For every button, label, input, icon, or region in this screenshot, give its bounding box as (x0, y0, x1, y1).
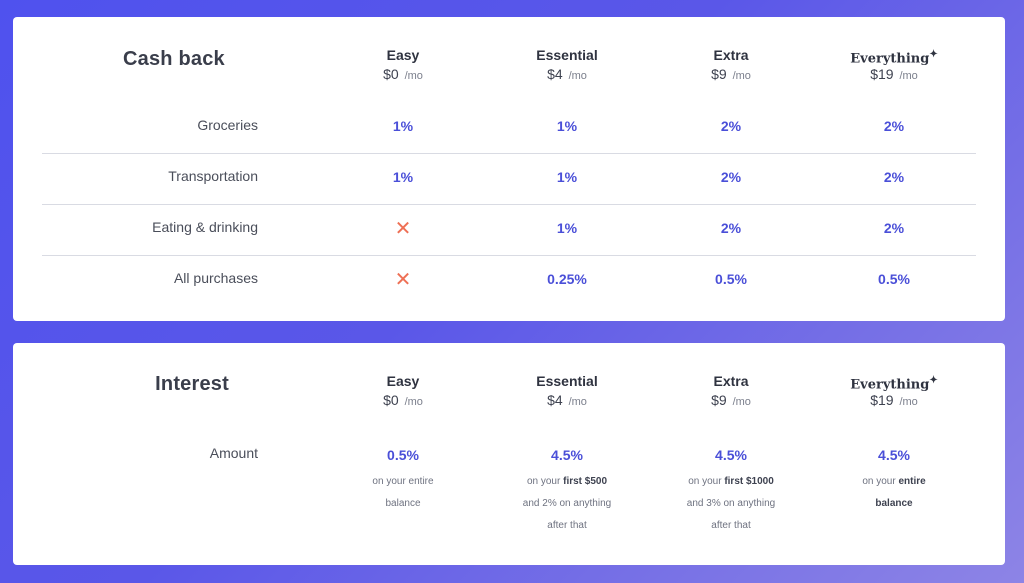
cell-value: 0.25% (547, 271, 587, 287)
cell-value: 1% (556, 118, 578, 134)
interest-description: on your first $1000 and 3% on anything a… (686, 476, 776, 531)
plan-price: $9 /mo (711, 392, 751, 408)
plan-price: $0 /mo (383, 392, 423, 408)
plan-header-extra: Extra $9 /mo (661, 46, 801, 82)
interest-card: Interest Easy $0 /mo Essential $4 /mo Ex… (13, 343, 1005, 565)
interest-cell-essential: 4.5% on your first $500 and 2% on anythi… (497, 447, 637, 537)
plan-header-extra: Extra $9 /mo (661, 372, 801, 408)
plan-name: Easy (386, 373, 420, 389)
plan-price: $4 /mo (547, 392, 587, 408)
sparkle-icon: ✦ (929, 375, 938, 386)
table-row: All purchases ✕ 0.25% 0.5% 0.5% (42, 256, 976, 307)
interest-rate: 4.5% (715, 447, 747, 463)
cashback-title: Cash back (123, 48, 225, 70)
table-row: Transportation 1% 1% 2% 2% (42, 154, 976, 205)
plan-price: $0 /mo (383, 66, 423, 82)
cell-value: 2% (883, 220, 905, 236)
plan-header-everything: Everything✦ $19 /mo (824, 372, 964, 408)
plan-price: $19 /mo (870, 66, 918, 82)
plan-name: Easy (386, 47, 420, 63)
cross-icon: ✕ (394, 269, 412, 291)
plan-header-essential: Essential $4 /mo (497, 46, 637, 82)
plan-name: Extra (713, 373, 749, 389)
row-label: Amount (209, 445, 258, 461)
interest-rate: 4.5% (551, 447, 583, 463)
plan-name: Essential (536, 373, 598, 389)
plan-header-easy: Easy $0 /mo (333, 372, 473, 408)
plan-name: Everything✦ (850, 375, 938, 393)
interest-cell-everything: 4.5% on your entire balance (824, 447, 964, 515)
cashback-card: Cash back Easy $0 /mo Essential $4 /mo E… (13, 17, 1005, 321)
cell-value: 1% (556, 169, 578, 185)
row-label: Eating & drinking (152, 219, 258, 235)
interest-cell-extra: 4.5% on your first $1000 and 3% on anyth… (661, 447, 801, 537)
sparkle-icon: ✦ (929, 49, 938, 60)
cell-value: 2% (720, 118, 742, 134)
row-label: Transportation (168, 168, 258, 184)
cell-value: 2% (720, 169, 742, 185)
table-row: Groceries 1% 1% 2% 2% (42, 103, 976, 154)
plan-header-everything: Everything✦ $19 /mo (824, 46, 964, 82)
row-label: All purchases (173, 270, 258, 286)
cell-value: 0.5% (878, 271, 910, 287)
interest-description: on your entire balance (862, 476, 926, 509)
interest-rate: 4.5% (878, 447, 910, 463)
plan-price: $4 /mo (547, 66, 587, 82)
interest-amount-row: Amount 0.5% on your entire balance 4.5% … (42, 443, 976, 553)
row-label: Groceries (197, 117, 258, 133)
cell-value: 1% (392, 169, 414, 185)
plan-price: $9 /mo (711, 66, 751, 82)
plan-name: Extra (713, 47, 749, 63)
cell-value: 2% (720, 220, 742, 236)
plan-price: $19 /mo (870, 392, 918, 408)
cell-value: 2% (883, 118, 905, 134)
plan-name: Everything✦ (850, 49, 938, 67)
plan-header-essential: Essential $4 /mo (497, 372, 637, 408)
cell-value: 2% (883, 169, 905, 185)
interest-cell-easy: 0.5% on your entire balance (333, 447, 473, 515)
interest-rate: 0.5% (387, 447, 419, 463)
interest-description: on your first $500 and 2% on anything af… (522, 476, 612, 531)
plan-header-easy: Easy $0 /mo (333, 46, 473, 82)
interest-description: on your entire balance (372, 476, 434, 509)
interest-title: Interest (155, 373, 229, 395)
cell-value: 0.5% (715, 271, 747, 287)
cell-value: 1% (556, 220, 578, 236)
plan-name: Essential (536, 47, 598, 63)
cross-icon: ✕ (394, 218, 412, 240)
table-row: Eating & drinking ✕ 1% 2% 2% (42, 205, 976, 256)
cell-value: 1% (392, 118, 414, 134)
